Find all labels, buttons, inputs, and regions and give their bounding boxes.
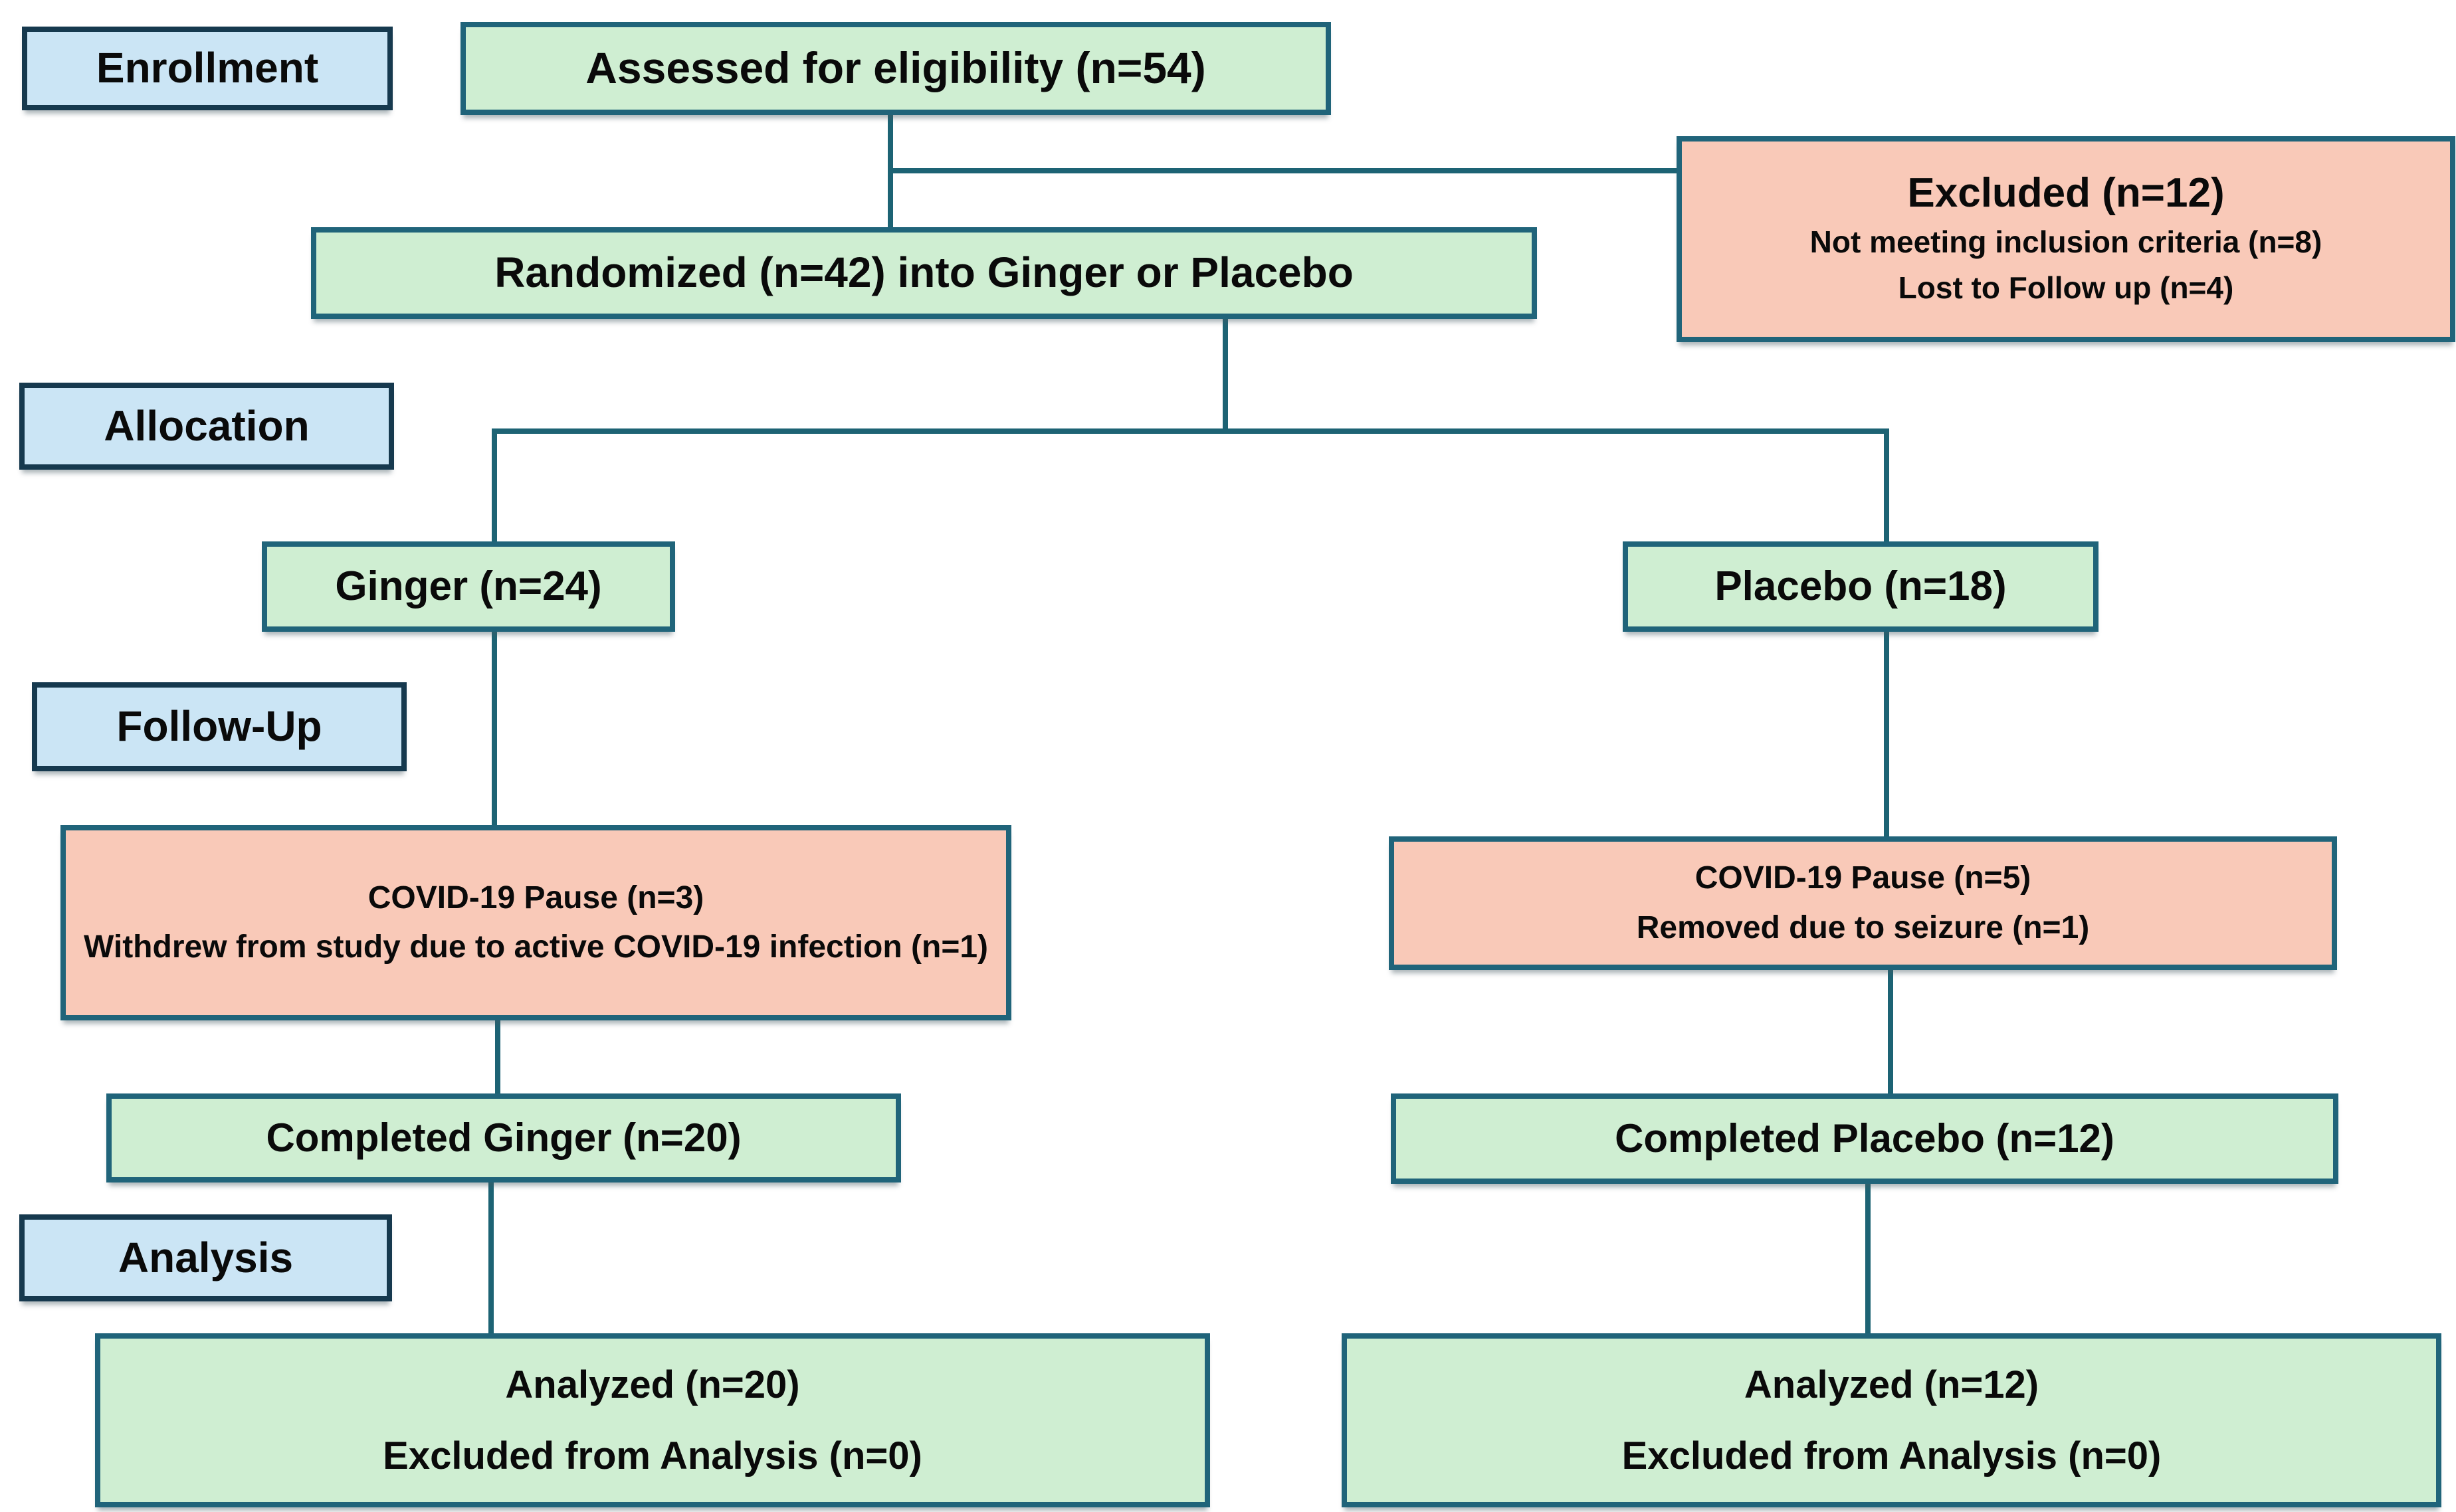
box-covid-pause-ginger: COVID-19 Pause (n=3) Withdrew from study… xyxy=(60,825,1011,1020)
ginger-text: Ginger (n=24) xyxy=(335,563,602,609)
connector-covid-to-completed-placebo xyxy=(1888,969,1893,1095)
excluded-reason-2: Lost to Follow up (n=4) xyxy=(1898,270,2234,305)
stage-label-allocation-text: Allocation xyxy=(104,401,310,450)
connector-completed-to-analyzed-ginger xyxy=(488,1181,494,1335)
connector-split-to-ginger xyxy=(492,428,497,543)
box-randomized: Randomized (n=42) into Ginger or Placebo xyxy=(311,227,1537,319)
box-completed-placebo: Completed Placebo (n=12) xyxy=(1391,1093,2338,1184)
analyzed-placebo-line1: Analyzed (n=12) xyxy=(1744,1363,2039,1406)
randomized-text: Randomized (n=42) into Ginger or Placebo xyxy=(494,248,1354,297)
connector-completed-to-analyzed-placebo xyxy=(1865,1182,1871,1335)
analyzed-ginger-line2: Excluded from Analysis (n=0) xyxy=(383,1434,922,1477)
stage-label-enrollment-text: Enrollment xyxy=(96,44,319,92)
covid-placebo-line1: COVID-19 Pause (n=5) xyxy=(1694,860,2031,896)
stage-label-allocation: Allocation xyxy=(19,383,394,470)
analyzed-placebo-line2: Excluded from Analysis (n=0) xyxy=(1621,1434,2162,1477)
box-ginger-arm: Ginger (n=24) xyxy=(262,541,675,632)
stage-label-followup: Follow-Up xyxy=(32,682,407,771)
connector-placebo-to-covid-pause xyxy=(1884,630,1889,838)
covid-placebo-line2: Removed due to seizure (n=1) xyxy=(1636,909,2090,945)
excluded-reason-1: Not meeting inclusion criteria (n=8) xyxy=(1809,224,2322,259)
connector-randomized-to-split xyxy=(1223,318,1228,431)
completed-placebo-text: Completed Placebo (n=12) xyxy=(1615,1116,2114,1161)
analyzed-ginger-line1: Analyzed (n=20) xyxy=(505,1363,800,1406)
completed-ginger-text: Completed Ginger (n=20) xyxy=(266,1115,742,1160)
excluded-title: Excluded (n=12) xyxy=(1907,170,2225,217)
connector-allocation-split-bar xyxy=(492,428,1889,434)
stage-label-enrollment: Enrollment xyxy=(22,27,393,110)
box-excluded: Excluded (n=12) Not meeting inclusion cr… xyxy=(1677,136,2455,342)
box-assessed-for-eligibility: Assessed for eligibility (n=54) xyxy=(460,22,1331,115)
box-analyzed-placebo: Analyzed (n=12) Excluded from Analysis (… xyxy=(1342,1333,2441,1507)
connector-split-to-placebo xyxy=(1884,428,1889,543)
covid-ginger-line1: COVID-19 Pause (n=3) xyxy=(367,880,704,915)
connector-covid-to-completed-ginger xyxy=(495,1019,500,1095)
stage-label-analysis-text: Analysis xyxy=(118,1233,294,1281)
connector-branch-to-excluded xyxy=(888,168,1677,173)
connector-ginger-to-covid-pause xyxy=(492,630,497,826)
box-analyzed-ginger: Analyzed (n=20) Excluded from Analysis (… xyxy=(95,1333,1210,1507)
box-placebo-arm: Placebo (n=18) xyxy=(1623,541,2098,632)
assessed-text: Assessed for eligibility (n=54) xyxy=(585,43,1206,93)
stage-label-followup-text: Follow-Up xyxy=(116,702,322,751)
placebo-text: Placebo (n=18) xyxy=(1714,563,2007,609)
box-covid-pause-placebo: COVID-19 Pause (n=5) Removed due to seiz… xyxy=(1389,836,2337,970)
stage-label-analysis: Analysis xyxy=(19,1214,392,1301)
covid-ginger-line2: Withdrew from study due to active COVID-… xyxy=(83,929,989,965)
box-completed-ginger: Completed Ginger (n=20) xyxy=(106,1093,901,1182)
